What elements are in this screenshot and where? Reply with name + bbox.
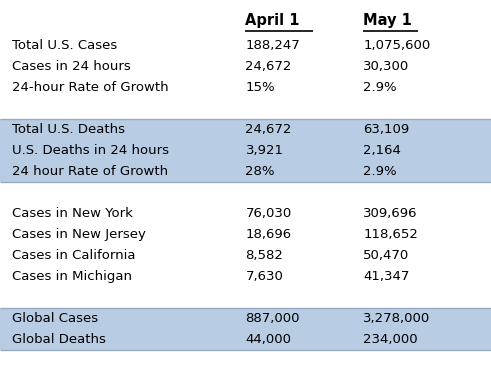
Text: 2,164: 2,164 [363, 144, 401, 157]
Text: 30,300: 30,300 [363, 60, 409, 73]
Text: Total U.S. Cases: Total U.S. Cases [12, 39, 117, 52]
Text: Total U.S. Deaths: Total U.S. Deaths [12, 123, 125, 136]
Text: 188,247: 188,247 [246, 39, 300, 52]
Text: Global Deaths: Global Deaths [12, 333, 106, 346]
Text: 7,630: 7,630 [246, 270, 283, 283]
Text: Cases in 24 hours: Cases in 24 hours [12, 60, 131, 73]
Text: 234,000: 234,000 [363, 333, 418, 346]
Text: 1,075,600: 1,075,600 [363, 39, 431, 52]
Bar [0, 266, 491, 287]
Text: May 1: May 1 [363, 12, 412, 27]
Text: 63,109: 63,109 [363, 123, 409, 136]
Bar [0, 308, 491, 329]
Bar [0, 77, 491, 98]
Text: 44,000: 44,000 [246, 333, 292, 346]
Text: Cases in California: Cases in California [12, 249, 136, 262]
Text: 50,470: 50,470 [363, 249, 409, 262]
Text: 41,347: 41,347 [363, 270, 409, 283]
Bar [0, 224, 491, 245]
Bar [0, 245, 491, 266]
Text: Cases in Michigan: Cases in Michigan [12, 270, 132, 283]
Bar [0, 119, 491, 140]
Bar [0, 98, 491, 119]
Bar [0, 287, 491, 308]
Text: Cases in New York: Cases in New York [12, 207, 133, 220]
Bar [0, 161, 491, 182]
Text: 8,582: 8,582 [246, 249, 283, 262]
Text: 309,696: 309,696 [363, 207, 418, 220]
Text: 18,696: 18,696 [246, 228, 292, 241]
Text: 3,921: 3,921 [246, 144, 283, 157]
Text: Cases in New Jersey: Cases in New Jersey [12, 228, 146, 241]
Text: 3,278,000: 3,278,000 [363, 312, 431, 325]
Text: 24,672: 24,672 [246, 60, 292, 73]
Bar [0, 329, 491, 350]
Bar [0, 182, 491, 203]
Text: 76,030: 76,030 [246, 207, 292, 220]
Text: 28%: 28% [246, 165, 275, 178]
Text: Global Cases: Global Cases [12, 312, 98, 325]
Bar [0, 140, 491, 161]
Text: 118,652: 118,652 [363, 228, 418, 241]
Text: 24-hour Rate of Growth: 24-hour Rate of Growth [12, 81, 169, 94]
Text: April 1: April 1 [246, 12, 300, 27]
Bar [0, 35, 491, 56]
Text: 24,672: 24,672 [246, 123, 292, 136]
Bar [0, 203, 491, 224]
Bar [0, 56, 491, 77]
Text: 15%: 15% [246, 81, 275, 94]
Text: 2.9%: 2.9% [363, 165, 397, 178]
Text: U.S. Deaths in 24 hours: U.S. Deaths in 24 hours [12, 144, 169, 157]
Text: 887,000: 887,000 [246, 312, 300, 325]
Text: 2.9%: 2.9% [363, 81, 397, 94]
Text: 24 hour Rate of Growth: 24 hour Rate of Growth [12, 165, 168, 178]
